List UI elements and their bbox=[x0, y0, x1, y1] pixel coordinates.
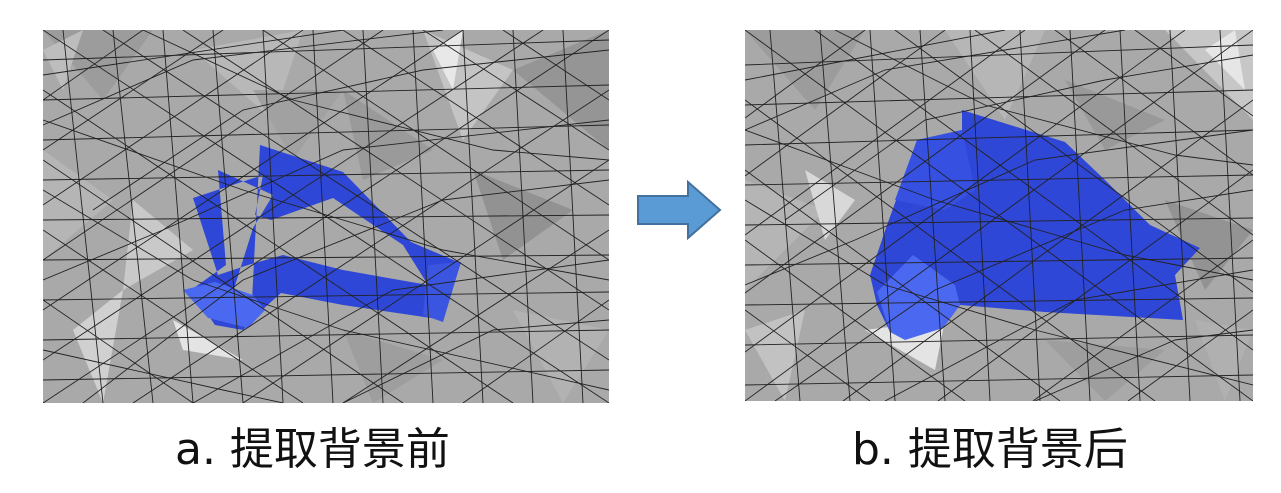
mesh-image-after bbox=[745, 30, 1253, 401]
mesh-panel-after bbox=[745, 30, 1253, 401]
right-arrow-icon bbox=[636, 179, 722, 241]
caption-after: b. 提取背景后 bbox=[852, 424, 1128, 475]
caption-before: a. 提取背景前 bbox=[175, 424, 450, 475]
mesh-lines-before bbox=[43, 30, 609, 403]
mesh-lines-after bbox=[745, 30, 1253, 401]
mesh-image-before bbox=[43, 30, 609, 403]
mesh-panel-before bbox=[43, 30, 609, 403]
